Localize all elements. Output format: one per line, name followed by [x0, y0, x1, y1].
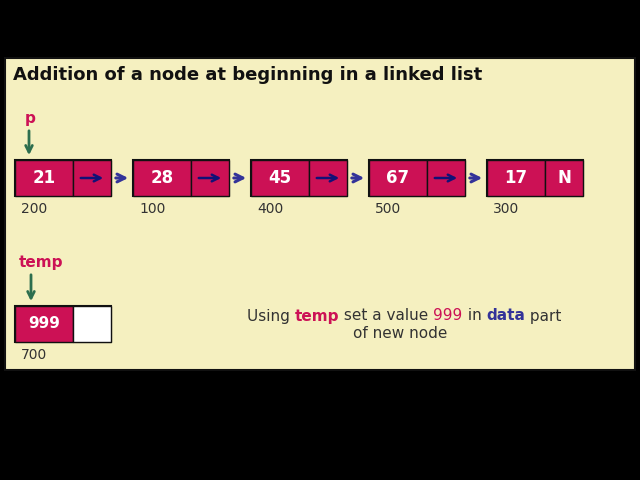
Text: 700: 700: [21, 348, 47, 362]
Text: 500: 500: [375, 202, 401, 216]
Bar: [133, 160, 229, 196]
Bar: [487, 160, 545, 196]
Text: N: N: [557, 169, 571, 187]
Bar: [309, 160, 347, 196]
Text: of new node: of new node: [353, 326, 447, 341]
Text: 17: 17: [504, 169, 527, 187]
Text: Using: Using: [247, 309, 295, 324]
Bar: [15, 160, 111, 196]
Bar: [73, 160, 111, 196]
Text: data: data: [486, 309, 525, 324]
Bar: [545, 160, 583, 196]
Text: 200: 200: [21, 202, 47, 216]
Bar: [133, 160, 191, 196]
Text: 45: 45: [268, 169, 292, 187]
Text: 300: 300: [493, 202, 519, 216]
Text: temp: temp: [19, 255, 63, 270]
Text: 999: 999: [28, 316, 60, 332]
Bar: [5, 58, 635, 370]
Text: 999: 999: [433, 309, 463, 324]
Bar: [15, 306, 73, 342]
Bar: [251, 160, 309, 196]
Text: temp: temp: [295, 309, 339, 324]
Bar: [487, 160, 583, 196]
Text: Addition of a node at beginning in a linked list: Addition of a node at beginning in a lin…: [13, 66, 483, 84]
Bar: [369, 160, 427, 196]
Text: 67: 67: [387, 169, 410, 187]
Bar: [191, 160, 229, 196]
Text: p: p: [25, 111, 36, 126]
Text: part: part: [525, 309, 562, 324]
Bar: [15, 160, 73, 196]
Text: 21: 21: [33, 169, 56, 187]
Text: in: in: [463, 309, 486, 324]
Text: 400: 400: [257, 202, 284, 216]
Bar: [427, 160, 465, 196]
Text: set a value: set a value: [339, 309, 433, 324]
Bar: [15, 306, 111, 342]
Text: 28: 28: [150, 169, 173, 187]
Text: 100: 100: [139, 202, 165, 216]
Bar: [369, 160, 465, 196]
Bar: [73, 306, 111, 342]
Bar: [251, 160, 347, 196]
